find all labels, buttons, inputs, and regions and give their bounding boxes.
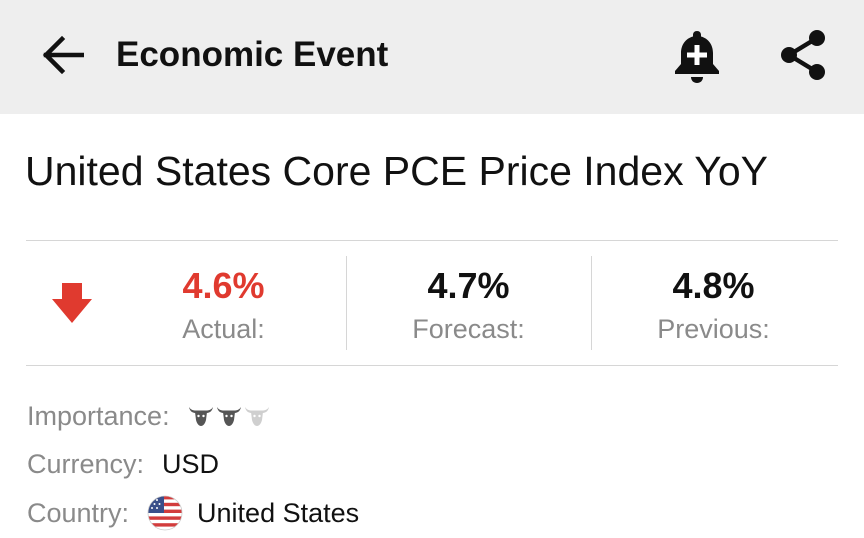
forecast-stat: 4.7% Forecast:: [346, 264, 591, 346]
back-button[interactable]: [36, 32, 88, 78]
actual-value: 4.6%: [182, 265, 265, 306]
country-label: Country:: [27, 498, 130, 528]
previous-stat: 4.8% Previous:: [591, 264, 836, 346]
event-title: United States Core PCE Price Index YoY: [25, 148, 768, 194]
stat-separator: [346, 256, 347, 350]
country-value: United States: [197, 498, 360, 528]
bull-icon-active: [188, 407, 213, 426]
previous-value: 4.8%: [672, 265, 755, 306]
forecast-label: Forecast:: [412, 314, 525, 344]
importance-label: Importance:: [27, 401, 170, 431]
bull-icon-active: [216, 407, 241, 426]
country-row: Country: United States: [27, 495, 359, 531]
bell-plus-icon: [675, 31, 719, 83]
currency-label: Currency:: [27, 449, 145, 479]
actual-label: Actual:: [182, 314, 265, 344]
bull-icon-inactive: [244, 407, 269, 426]
us-flag-icon: [147, 495, 183, 531]
previous-label: Previous:: [657, 314, 770, 344]
divider: [26, 365, 838, 366]
share-button[interactable]: [774, 26, 832, 84]
add-alert-button[interactable]: [668, 26, 726, 86]
importance-rating: [188, 405, 270, 427]
app-bar: Economic Event: [0, 0, 864, 114]
app-bar-title: Economic Event: [116, 35, 389, 74]
share-icon: [781, 30, 825, 80]
trend-down-arrow-icon: [52, 283, 92, 323]
importance-row: Importance:: [27, 399, 270, 433]
divider: [26, 240, 838, 241]
currency-row: Currency: USD: [27, 447, 219, 481]
arrow-left-icon: [42, 35, 84, 75]
stat-separator: [591, 256, 592, 350]
actual-stat: 4.6% Actual:: [101, 264, 346, 346]
forecast-value: 4.7%: [427, 265, 510, 306]
currency-value: USD: [162, 449, 220, 479]
